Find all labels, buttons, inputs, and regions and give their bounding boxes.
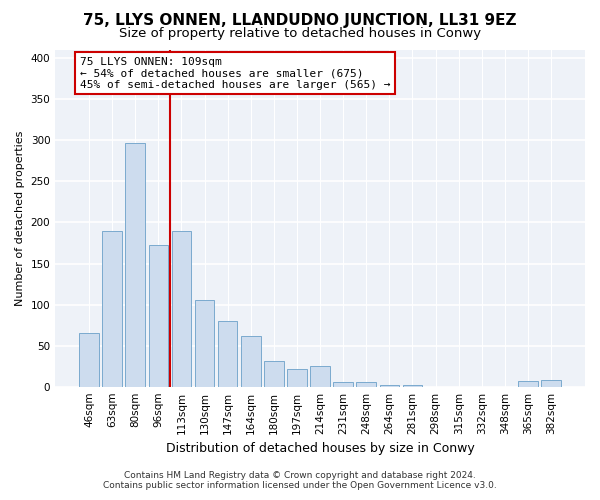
- Bar: [380, 385, 399, 386]
- Text: 75, LLYS ONNEN, LLANDUDNO JUNCTION, LL31 9EZ: 75, LLYS ONNEN, LLANDUDNO JUNCTION, LL31…: [83, 12, 517, 28]
- Text: 75 LLYS ONNEN: 109sqm
← 54% of detached houses are smaller (675)
45% of semi-det: 75 LLYS ONNEN: 109sqm ← 54% of detached …: [80, 56, 391, 90]
- Bar: [218, 321, 238, 386]
- Bar: [125, 143, 145, 386]
- Bar: [356, 382, 376, 386]
- Bar: [264, 361, 284, 386]
- Text: Contains HM Land Registry data © Crown copyright and database right 2024.
Contai: Contains HM Land Registry data © Crown c…: [103, 470, 497, 490]
- Bar: [310, 366, 330, 386]
- Bar: [241, 336, 260, 386]
- Bar: [287, 370, 307, 386]
- Bar: [518, 381, 538, 386]
- X-axis label: Distribution of detached houses by size in Conwy: Distribution of detached houses by size …: [166, 442, 475, 455]
- Bar: [79, 334, 99, 386]
- Bar: [195, 300, 214, 386]
- Bar: [403, 385, 422, 386]
- Bar: [172, 230, 191, 386]
- Y-axis label: Number of detached properties: Number of detached properties: [15, 130, 25, 306]
- Text: Size of property relative to detached houses in Conwy: Size of property relative to detached ho…: [119, 28, 481, 40]
- Bar: [541, 380, 561, 386]
- Bar: [149, 246, 168, 386]
- Bar: [103, 230, 122, 386]
- Bar: [334, 382, 353, 386]
